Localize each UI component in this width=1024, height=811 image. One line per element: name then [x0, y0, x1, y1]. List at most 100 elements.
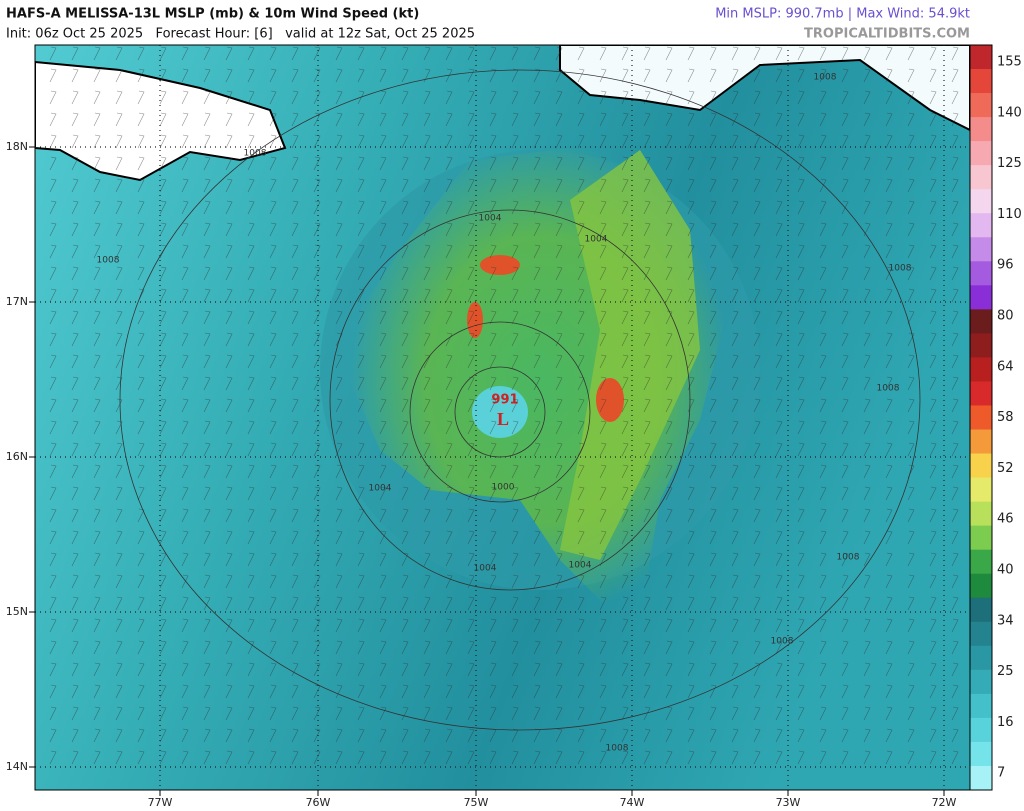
wind-barb	[401, 508, 409, 523]
colorbar-cell	[970, 477, 992, 503]
wind-barb	[643, 508, 651, 523]
wind-barb	[665, 90, 673, 105]
wind-barb	[445, 156, 453, 171]
wind-barb	[841, 46, 849, 61]
wind-barb	[577, 200, 585, 215]
wind-barb	[841, 68, 849, 83]
wind-barb	[555, 420, 563, 435]
wind-barb	[247, 266, 255, 281]
wind-barb	[269, 68, 277, 83]
wind-barb	[445, 706, 453, 721]
wind-barb	[49, 684, 57, 699]
colorbar-cell	[970, 213, 992, 238]
wind-barb	[819, 68, 827, 83]
wind-barb	[137, 684, 145, 699]
wind-barb	[841, 354, 849, 369]
wind-barb	[555, 354, 563, 369]
wind-barb	[907, 222, 915, 237]
wind-barb	[269, 464, 277, 479]
wind-barb	[819, 706, 827, 721]
wind-barb	[753, 662, 761, 677]
wind-barb	[753, 376, 761, 391]
wind-barb	[225, 464, 233, 479]
wind-barb	[115, 90, 123, 105]
wind-barb	[775, 662, 783, 677]
wind-barb	[841, 398, 849, 413]
wind-barb	[753, 90, 761, 105]
wind-barb	[929, 90, 937, 105]
wind-barb	[115, 222, 123, 237]
wind-barb	[489, 178, 497, 193]
wind-barb	[313, 68, 321, 83]
wind-barb	[643, 596, 651, 611]
wind-barb	[599, 46, 607, 61]
center-pressure: 991	[491, 393, 518, 408]
wind-barb	[291, 46, 299, 61]
wind-barb	[115, 750, 123, 765]
wind-barb	[599, 684, 607, 699]
wind-barb	[93, 640, 101, 655]
wind-barb	[885, 376, 893, 391]
wind-barb	[797, 706, 805, 721]
wind-barb	[159, 266, 167, 281]
wind-barb	[357, 552, 365, 567]
wind-barb	[379, 244, 387, 259]
wind-barb	[929, 398, 937, 413]
wind-barb	[929, 156, 937, 171]
wind-barb	[137, 442, 145, 457]
wind-barb	[49, 288, 57, 303]
wind-barb	[269, 750, 277, 765]
colorbar-label: 7	[997, 766, 1005, 781]
wind-barb	[555, 640, 563, 655]
wind-barb	[71, 486, 79, 501]
wind-barb	[159, 376, 167, 391]
wind-barb	[269, 332, 277, 347]
wind-barb	[555, 68, 563, 83]
wind-barb	[225, 420, 233, 435]
wind-barb	[951, 750, 959, 765]
wind-barb	[93, 574, 101, 589]
wind-barb	[709, 750, 717, 765]
wind-barb	[863, 244, 871, 259]
wind-barb	[467, 640, 475, 655]
wind-barb	[621, 574, 629, 589]
wind-barb	[819, 266, 827, 281]
wind-barb	[797, 134, 805, 149]
wind-barb	[335, 68, 343, 83]
wind-barb	[907, 90, 915, 105]
wind-barb	[841, 728, 849, 743]
wind-barb	[555, 222, 563, 237]
wind-barb	[269, 266, 277, 281]
wind-barb	[115, 398, 123, 413]
wind-barb	[203, 178, 211, 193]
wind-barb	[885, 574, 893, 589]
wind-barb	[577, 420, 585, 435]
wind-barb	[71, 618, 79, 633]
colorbar-cell	[970, 549, 992, 575]
colorbar-cell	[970, 573, 992, 599]
wind-barb	[225, 178, 233, 193]
wind-barb	[423, 200, 431, 215]
wind-barb	[291, 442, 299, 457]
wind-barb	[313, 310, 321, 325]
wind-barb	[753, 728, 761, 743]
wind-barb	[643, 442, 651, 457]
wind-barb	[797, 90, 805, 105]
wind-barb	[951, 640, 959, 655]
wind-barb	[489, 310, 497, 325]
wind-barb	[797, 332, 805, 347]
wind-barb	[269, 288, 277, 303]
wind-barb	[291, 68, 299, 83]
colorbar-cell	[970, 141, 992, 166]
wind-barb	[555, 266, 563, 281]
wind-barb	[291, 178, 299, 193]
wind-barb	[775, 90, 783, 105]
wind-barb	[445, 750, 453, 765]
wind-barb	[797, 464, 805, 479]
wind-barb	[181, 68, 189, 83]
wind-barb	[181, 46, 189, 61]
wind-barb	[819, 376, 827, 391]
wind-barb	[709, 420, 717, 435]
wind-barb	[445, 398, 453, 413]
wind-barb	[71, 706, 79, 721]
